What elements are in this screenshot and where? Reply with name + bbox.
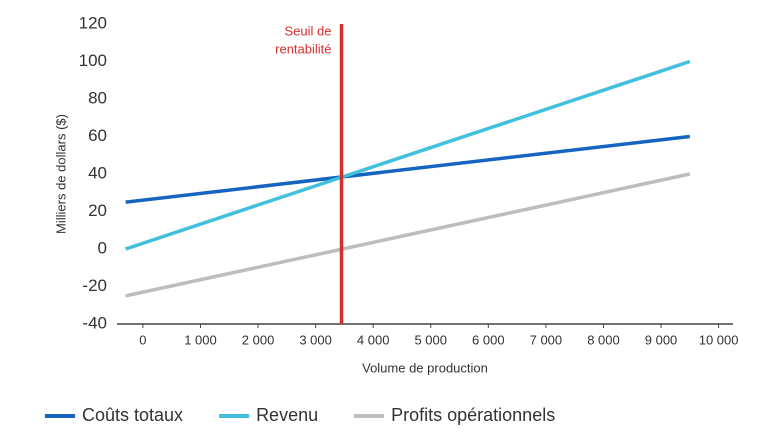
x-tick-label: 2 000 [242,332,275,347]
y-tick-label: 0 [98,238,107,257]
x-tick-label: 8 000 [587,332,620,347]
x-tick-label: 10 000 [699,332,739,347]
series-line [125,59,691,251]
y-tick-label: 100 [79,51,107,70]
legend-label: Coûts totaux [82,405,183,425]
x-tick-label: 9 000 [645,332,678,347]
y-tick-label: 60 [88,126,107,145]
x-tick-label: 3 000 [299,332,332,347]
x-tick-label: 7 000 [530,332,563,347]
y-tick-label: -20 [82,276,107,295]
series-line [125,172,691,298]
y-tick-label: 20 [88,201,107,220]
x-axis-title: Volume de production [362,360,488,375]
y-tick-label: 120 [79,13,107,32]
y-tick-label: 80 [88,88,107,107]
annotation-text: rentabilité [275,41,331,56]
x-tick-label: 5 000 [414,332,447,347]
x-tick-label: 0 [139,332,146,347]
y-axis-title: Milliers de dollars ($) [53,114,68,234]
x-tick-label: 4 000 [357,332,390,347]
y-tick-label: -40 [82,313,107,332]
y-tick-label: 40 [88,163,107,182]
legend-label: Profits opérationnels [391,405,555,425]
x-tick-label: 6 000 [472,332,505,347]
series-line [125,134,691,204]
legend-label: Revenu [256,405,318,425]
x-tick-label: 1 000 [184,332,217,347]
annotation-text: Seuil de [285,23,332,38]
